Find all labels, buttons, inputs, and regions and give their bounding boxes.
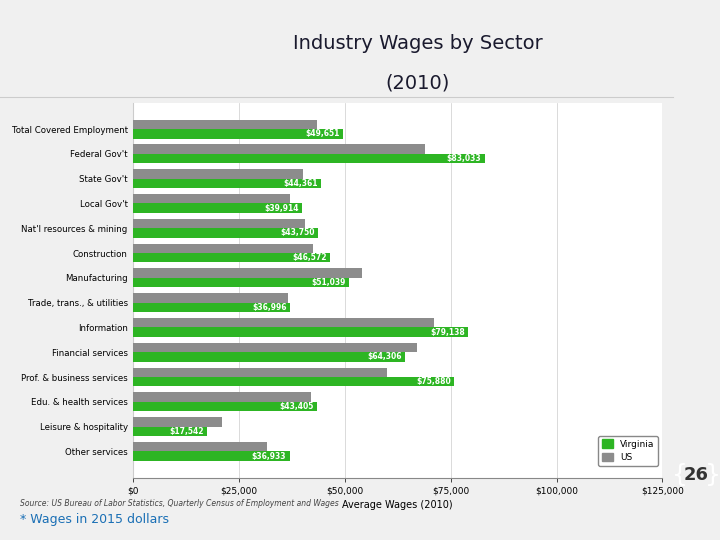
Text: Source: US Bureau of Labor Statistics, Quarterly Census of Employment and Wages: Source: US Bureau of Labor Statistics, Q… — [20, 500, 339, 509]
Bar — [133, 293, 288, 302]
Text: $39,914: $39,914 — [264, 204, 299, 213]
Bar — [133, 179, 321, 188]
Text: $79,138: $79,138 — [430, 328, 465, 336]
Bar — [133, 417, 222, 427]
Bar — [133, 318, 433, 327]
Text: $64,306: $64,306 — [367, 353, 402, 361]
Bar — [133, 253, 330, 262]
Text: $36,996: $36,996 — [252, 303, 287, 312]
Bar — [133, 352, 405, 362]
Bar — [133, 427, 207, 436]
Bar — [133, 327, 468, 337]
Bar — [133, 154, 485, 163]
Bar — [133, 393, 311, 402]
Text: $46,572: $46,572 — [292, 253, 327, 262]
Text: 26: 26 — [684, 466, 709, 484]
Text: $43,405: $43,405 — [279, 402, 314, 411]
Legend: Virginia, US: Virginia, US — [598, 436, 658, 466]
Text: $75,880: $75,880 — [416, 377, 451, 386]
Text: $17,542: $17,542 — [170, 427, 204, 436]
Text: $51,039: $51,039 — [312, 278, 346, 287]
Bar — [133, 194, 290, 204]
Bar — [133, 343, 417, 352]
Text: $43,750: $43,750 — [281, 228, 315, 238]
Text: (2010): (2010) — [385, 73, 449, 92]
Text: $36,933: $36,933 — [252, 451, 286, 461]
Bar — [133, 129, 343, 138]
Bar — [133, 368, 387, 377]
Bar — [133, 204, 302, 213]
Bar — [133, 442, 266, 451]
Bar — [133, 302, 290, 312]
Text: {: { — [672, 463, 688, 487]
Bar — [133, 120, 318, 129]
Bar — [133, 219, 305, 228]
Bar — [133, 228, 318, 238]
Bar — [133, 451, 289, 461]
Bar — [133, 377, 454, 387]
Text: $49,651: $49,651 — [306, 129, 340, 138]
X-axis label: Average Wages (2010): Average Wages (2010) — [343, 500, 453, 510]
Bar — [133, 244, 313, 253]
Bar — [133, 402, 317, 411]
Text: $83,033: $83,033 — [446, 154, 482, 163]
Bar — [133, 278, 349, 287]
Text: $44,361: $44,361 — [283, 179, 318, 188]
Bar — [133, 169, 302, 179]
Text: * Wages in 2015 dollars: * Wages in 2015 dollars — [20, 514, 169, 526]
Bar — [133, 268, 362, 278]
Text: }: } — [705, 463, 720, 487]
Text: Industry Wages by Sector: Industry Wages by Sector — [292, 34, 542, 53]
Bar — [133, 145, 426, 154]
